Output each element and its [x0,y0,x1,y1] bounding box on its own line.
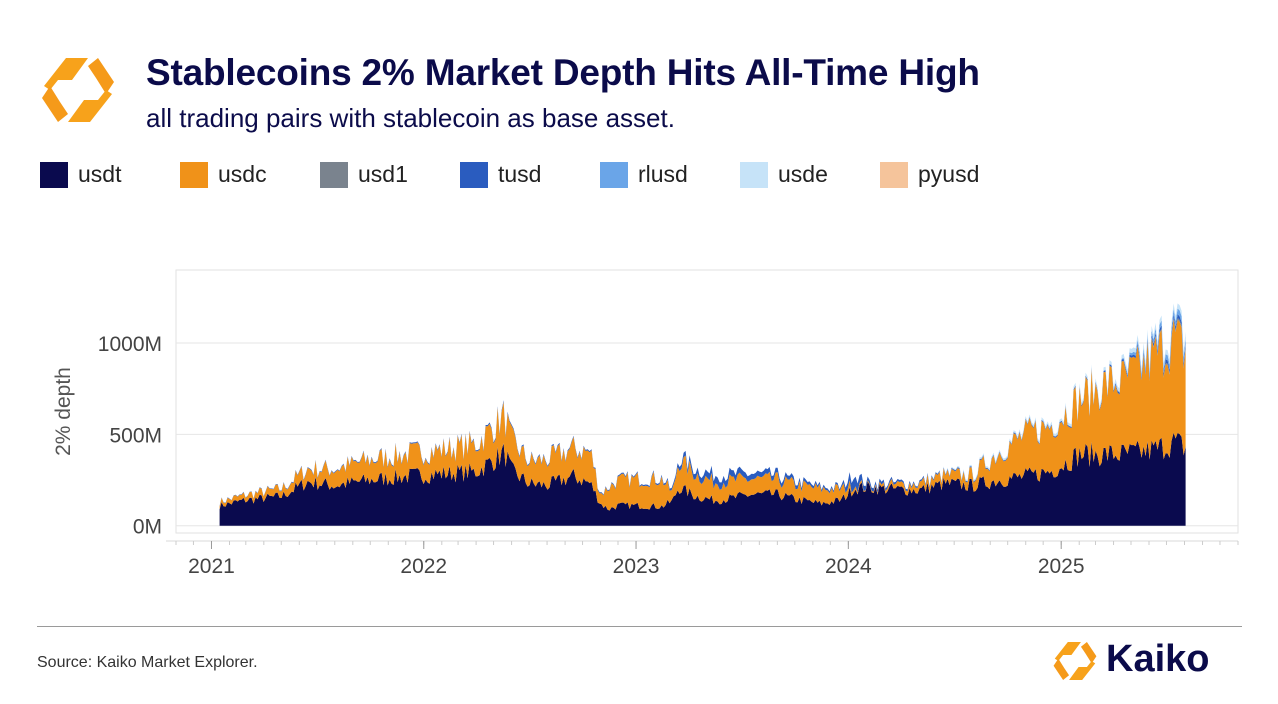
legend-label-usd1: usd1 [358,161,408,187]
kaiko-brand-logo: Kaiko [1050,634,1230,688]
legend-label-usdt: usdt [78,161,122,187]
legend-swatch-pyusd [880,162,908,188]
chart-area: 0M 500M 1000M 2% depth 2021 2022 2023 2024 2025 [52,269,1239,578]
legend-swatch-tusd [460,162,488,188]
legend-label-pyusd: pyusd [918,161,980,187]
legend-swatch-usdc [180,162,208,188]
series-area-usdc [219,319,1186,511]
x-tick-label: 2022 [400,555,447,578]
chart-subtitle: all trading pairs with stablecoin as bas… [146,103,675,133]
y-tick-label: 0M [133,516,162,539]
legend-label-tusd: tusd [498,161,542,187]
legend-swatch-usdt [40,162,68,188]
chart-title: Stablecoins 2% Market Depth Hits All-Tim… [146,52,980,93]
footer-divider [37,626,1242,627]
legend-swatch-rlusd [600,162,628,188]
kaiko-mark-icon [1053,641,1097,681]
kaiko-logo-icon [42,58,114,122]
legend-label-rlusd: rlusd [638,161,688,187]
source-note: Source: Kaiko Market Explorer. [37,654,258,671]
legend-swatch-usd1 [320,162,348,188]
x-tick-label: 2021 [188,555,235,578]
brand-name: Kaiko [1106,638,1210,680]
legend-label-usdc: usdc [218,161,267,187]
x-tick-label: 2025 [1038,555,1085,578]
legend-swatch-usde [740,162,768,188]
y-tick-label: 1000M [98,333,162,356]
y-tick-label: 500M [109,424,162,447]
series-area-usdt [219,432,1186,526]
legend-label-usde: usde [778,161,828,187]
x-tick-label: 2024 [825,555,872,578]
x-tick-label: 2023 [613,555,660,578]
y-axis-title: 2% depth [52,367,75,456]
